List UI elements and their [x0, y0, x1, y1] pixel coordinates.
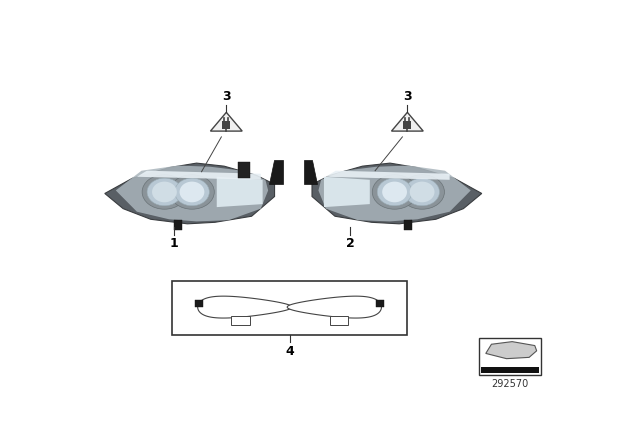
Polygon shape	[326, 171, 450, 180]
Polygon shape	[304, 160, 317, 185]
Ellipse shape	[377, 178, 412, 206]
Polygon shape	[105, 163, 275, 224]
Ellipse shape	[372, 175, 417, 209]
Polygon shape	[324, 177, 370, 207]
Polygon shape	[269, 160, 283, 185]
Ellipse shape	[170, 175, 214, 209]
Text: 3: 3	[222, 90, 230, 103]
Ellipse shape	[404, 178, 440, 206]
Ellipse shape	[410, 181, 435, 202]
Polygon shape	[198, 296, 292, 318]
Polygon shape	[211, 112, 242, 131]
Polygon shape	[404, 220, 412, 230]
Bar	[479, 338, 541, 375]
Polygon shape	[287, 296, 381, 318]
Ellipse shape	[175, 178, 209, 206]
Polygon shape	[486, 342, 537, 359]
Ellipse shape	[400, 175, 444, 209]
Polygon shape	[319, 166, 471, 221]
Bar	[481, 366, 540, 373]
Ellipse shape	[142, 175, 187, 209]
Polygon shape	[392, 112, 423, 131]
Bar	[195, 300, 204, 307]
Bar	[403, 121, 412, 129]
Polygon shape	[174, 220, 182, 230]
Ellipse shape	[152, 181, 177, 202]
Polygon shape	[230, 316, 250, 325]
Bar	[172, 281, 407, 335]
Text: 1: 1	[170, 237, 179, 250]
Polygon shape	[330, 316, 348, 325]
Polygon shape	[137, 171, 260, 180]
Polygon shape	[116, 166, 268, 221]
Ellipse shape	[382, 181, 407, 202]
Bar	[222, 121, 230, 129]
Polygon shape	[239, 162, 250, 178]
Polygon shape	[217, 177, 262, 207]
Polygon shape	[312, 163, 482, 224]
Ellipse shape	[147, 178, 182, 206]
Ellipse shape	[180, 181, 204, 202]
Text: 3: 3	[403, 90, 412, 103]
Bar	[376, 300, 384, 307]
Text: 2: 2	[346, 237, 355, 250]
Text: 292570: 292570	[492, 379, 529, 389]
Text: 4: 4	[285, 345, 294, 358]
